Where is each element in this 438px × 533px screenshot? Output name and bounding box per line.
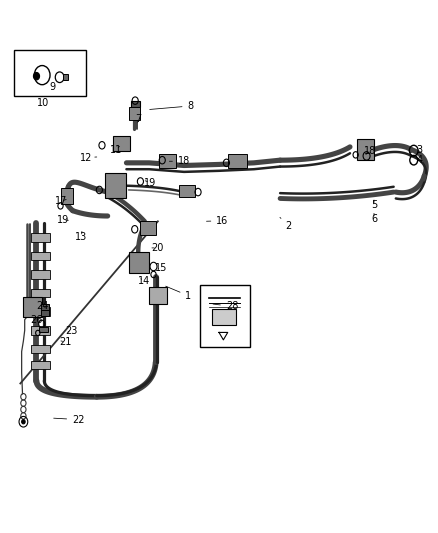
Bar: [200, 285, 250, 348]
Text: 26: 26: [30, 314, 42, 325]
Text: 16: 16: [206, 216, 229, 226]
Circle shape: [33, 72, 39, 80]
Bar: [357, 139, 374, 160]
Text: 19: 19: [57, 215, 69, 225]
Circle shape: [21, 419, 25, 424]
Text: 28: 28: [213, 301, 238, 311]
Text: 18: 18: [170, 156, 190, 166]
Text: 15: 15: [155, 263, 168, 272]
Text: 11: 11: [110, 144, 123, 155]
Bar: [228, 154, 247, 167]
Bar: [61, 188, 73, 204]
Bar: [31, 270, 49, 279]
Bar: [105, 173, 127, 198]
Bar: [31, 345, 49, 353]
Text: 19: 19: [144, 177, 156, 188]
Text: 1: 1: [166, 286, 191, 301]
Bar: [212, 309, 236, 325]
Text: 8: 8: [150, 101, 194, 111]
Bar: [39, 327, 48, 333]
Bar: [31, 289, 49, 297]
Text: 20: 20: [151, 243, 163, 253]
Bar: [140, 221, 156, 235]
Text: 14: 14: [138, 276, 150, 286]
Bar: [41, 304, 49, 310]
Bar: [31, 233, 49, 241]
Bar: [179, 185, 195, 197]
Bar: [130, 252, 149, 273]
Text: 7: 7: [135, 114, 141, 124]
Bar: [31, 326, 49, 335]
Text: 12: 12: [80, 152, 97, 163]
Text: 22: 22: [54, 415, 85, 425]
Bar: [130, 107, 141, 120]
Bar: [149, 287, 166, 304]
Text: 18: 18: [364, 146, 376, 156]
Text: 24: 24: [36, 301, 48, 311]
Bar: [22, 297, 42, 317]
Text: 3: 3: [410, 144, 423, 155]
Bar: [14, 50, 86, 96]
Text: 17: 17: [55, 196, 67, 206]
Bar: [63, 74, 68, 80]
Text: 6: 6: [371, 213, 377, 224]
Text: 23: 23: [66, 326, 78, 336]
Text: 2: 2: [280, 217, 292, 231]
Bar: [31, 361, 49, 369]
Bar: [41, 310, 49, 317]
Text: 5: 5: [371, 200, 377, 211]
Text: 9: 9: [49, 82, 55, 92]
Text: 10: 10: [37, 98, 49, 108]
Text: 4: 4: [410, 155, 423, 165]
Text: 13: 13: [75, 231, 88, 242]
Bar: [159, 154, 176, 167]
Bar: [113, 136, 130, 151]
Bar: [31, 252, 49, 260]
Bar: [31, 308, 49, 316]
Bar: [131, 101, 140, 107]
Text: 21: 21: [59, 337, 71, 347]
